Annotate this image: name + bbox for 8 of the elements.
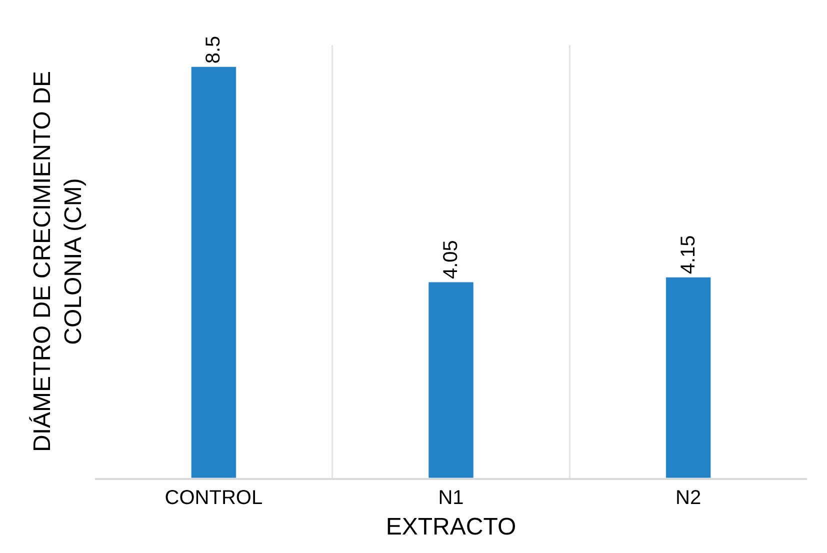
- x-axis-title: EXTRACTO: [386, 514, 516, 541]
- x-tick-label: N2: [676, 486, 702, 509]
- x-tick-label: CONTROL: [164, 486, 263, 509]
- x-tick-label: N1: [438, 486, 464, 509]
- data-label: 4.15: [677, 235, 700, 274]
- y-axis-title: DIÁMETRO DE CRECIMIENTO DE COLONIA (CM): [28, 71, 88, 452]
- data-label: 4.05: [440, 240, 462, 279]
- data-label: 8.5: [202, 36, 225, 64]
